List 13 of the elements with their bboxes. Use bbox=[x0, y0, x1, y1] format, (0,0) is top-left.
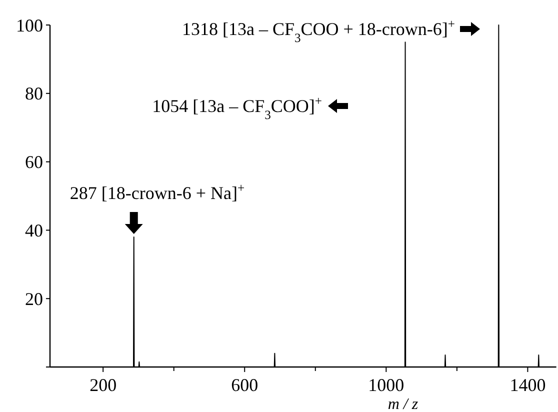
x-tick-label: 600 bbox=[231, 375, 258, 395]
annotation: 1318 [13a – CF$_{3}$COO + 18-crown-6]$^{+}$ bbox=[182, 17, 455, 45]
y-tick-label: 20 bbox=[25, 288, 43, 309]
y-tick-label: 80 bbox=[25, 84, 43, 104]
x-tick-label: 1400 bbox=[510, 375, 546, 395]
y-tick-label: 60 bbox=[25, 152, 43, 172]
y-tick-label: 40 bbox=[25, 220, 43, 240]
x-tick-label: 200 bbox=[90, 375, 117, 395]
annotation: 1054 [13a – CF$_{3}$COO]$^{+}$ bbox=[152, 94, 322, 122]
y-tick-label: 100 bbox=[16, 15, 43, 36]
x-tick-label: 1000 bbox=[368, 375, 404, 395]
annotation: 287 [18-crown-6 + Na]$^{+}$ bbox=[70, 181, 245, 204]
x-axis-title: m / z bbox=[388, 396, 419, 412]
